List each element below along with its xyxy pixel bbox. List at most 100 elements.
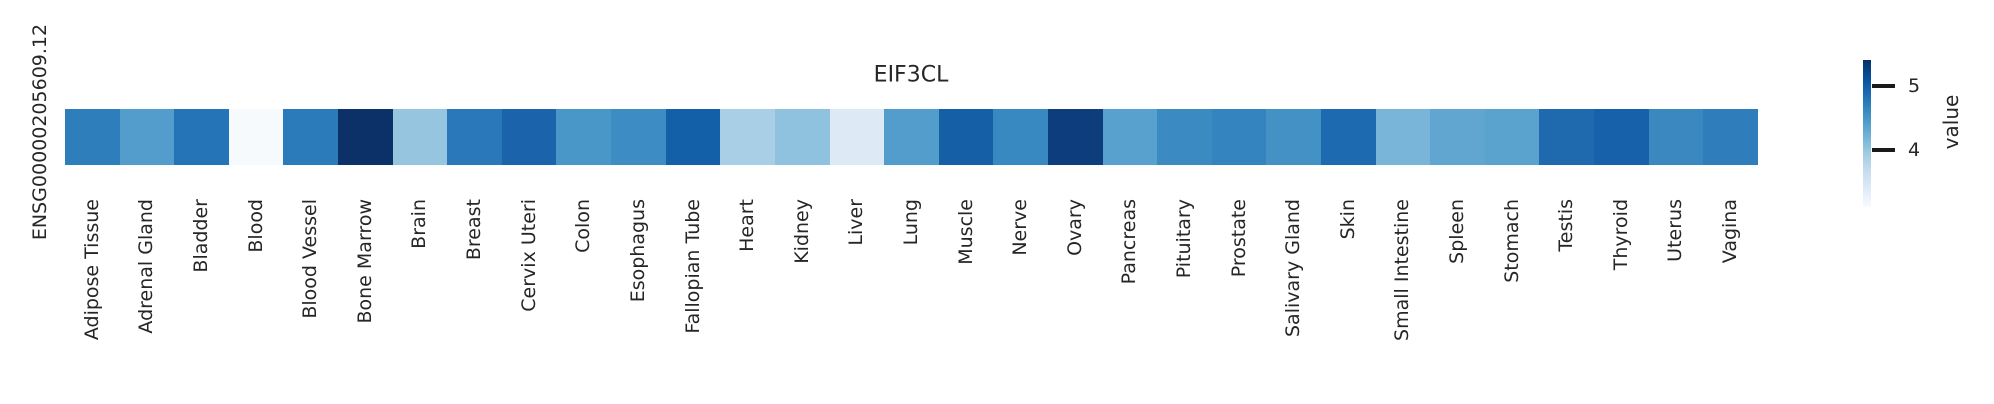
heatmap-cell-stomach <box>1484 109 1540 165</box>
chart-title: EIF3CL <box>873 62 949 88</box>
heatmap-cell-cervix-uteri <box>501 109 557 165</box>
heatmap-cell-bone-marrow <box>338 109 393 165</box>
heatmap-cell-uterus <box>1648 109 1704 165</box>
heatmap-cell-pituitary <box>1157 109 1212 165</box>
x-tick-slot: Adrenal Gland <box>120 199 175 404</box>
heatmap-cell-adipose-tissue <box>65 109 120 165</box>
x-tick-slot: Adipose Tissue <box>65 199 120 404</box>
x-tick-label: Small Intestine <box>1391 199 1414 341</box>
x-tick-slot: Vagina <box>1703 199 1758 404</box>
x-tick-slot: Pituitary <box>1157 199 1212 404</box>
x-tick-slot: Nerve <box>993 199 1048 404</box>
x-tick-label: Bladder <box>190 199 213 273</box>
x-tick-label: Muscle <box>954 199 977 265</box>
heatmap-cell-adrenal-gland <box>119 109 175 165</box>
x-tick-label: Pituitary <box>1172 199 1195 279</box>
x-tick-slot: Lung <box>884 199 939 404</box>
heatmap-cell-liver <box>829 109 885 165</box>
x-tick-slot: Muscle <box>939 199 994 404</box>
colorbar-tick-label-5: 5 <box>1908 75 1921 97</box>
heatmap-cell-lung <box>884 109 939 165</box>
x-tick-slot: Spleen <box>1430 199 1485 404</box>
colorbar: 5 4 value <box>1863 60 1993 220</box>
heatmap-cell-heart <box>720 109 775 165</box>
x-tick-label: Blood <box>244 199 267 253</box>
x-tick-slot: Blood Vessel <box>283 199 338 404</box>
x-tick-slot: Colon <box>556 199 611 404</box>
x-tick-label: Ovary <box>1063 199 1086 256</box>
heatmap-cell-colon <box>556 109 612 165</box>
heatmap-cell-salivary-gland <box>1266 109 1322 165</box>
x-tick-slot: Pancreas <box>1103 199 1158 404</box>
x-tick-slot: Brain <box>393 199 448 404</box>
x-tick-label: Cervix Uteri <box>517 199 540 312</box>
x-tick-slot: Breast <box>447 199 502 404</box>
x-tick-label: Breast <box>463 199 486 261</box>
x-tick-label: Kidney <box>790 199 813 264</box>
x-tick-slot: Prostate <box>1212 199 1267 404</box>
heatmap-cell-bladder <box>174 109 229 165</box>
heatmap-cell-breast <box>447 109 502 165</box>
x-tick-slot: Kidney <box>775 199 830 404</box>
x-tick-label: Fallopian Tube <box>681 199 704 334</box>
x-tick-label: Uterus <box>1664 199 1687 262</box>
heatmap-cell-fallopian-tube <box>665 109 721 165</box>
x-tick-label: Stomach <box>1500 199 1523 283</box>
x-tick-label: Colon <box>572 199 595 253</box>
x-tick-slot: Cervix Uteri <box>502 199 557 404</box>
heatmap-cell-vagina <box>1703 109 1758 165</box>
x-tick-slot: Thyroid <box>1594 199 1649 404</box>
heatmap-cell-spleen <box>1430 109 1485 165</box>
colorbar-gradient <box>1863 60 1871 207</box>
colorbar-tick-mark-4 <box>1872 148 1895 152</box>
x-tick-slot: Heart <box>720 199 775 404</box>
x-tick-label: Pancreas <box>1118 199 1141 285</box>
x-tick-label: Heart <box>736 199 759 252</box>
x-axis-tick-labels: Adipose Tissue Adrenal Gland Bladder Blood B… <box>65 199 1758 404</box>
x-tick-label: Testis <box>1555 199 1578 252</box>
x-tick-label: Thyroid <box>1609 199 1632 271</box>
x-tick-label: Lung <box>899 199 922 246</box>
colorbar-axis-label: value <box>1939 94 1963 150</box>
x-tick-label: Liver <box>845 199 868 246</box>
x-tick-slot: Ovary <box>1048 199 1103 404</box>
heatmap-cell-blood <box>228 109 284 165</box>
heatmap-cell-nerve <box>993 109 1048 165</box>
x-tick-label: Skin <box>1336 199 1359 240</box>
gene-id-axis-label: ENSG00000205609.12 <box>29 23 51 241</box>
heatmap-cell-blood-vessel <box>283 109 339 165</box>
heatmap-cell-kidney <box>774 109 830 165</box>
x-tick-slot: Bladder <box>174 199 229 404</box>
x-tick-label: Vagina <box>1719 199 1742 264</box>
x-tick-label: Esophagus <box>626 199 649 303</box>
heatmap-cell-small-intestine <box>1375 109 1431 165</box>
x-tick-slot: Testis <box>1539 199 1594 404</box>
colorbar-tick-label-4: 4 <box>1908 139 1921 161</box>
x-tick-label: Bone Marrow <box>353 199 376 324</box>
heatmap-cell-esophagus <box>611 109 666 165</box>
heatmap-cell-pancreas <box>1102 109 1158 165</box>
x-tick-slot: Liver <box>830 199 885 404</box>
x-tick-slot: Salivary Gland <box>1266 199 1321 404</box>
heatmap-cell-testis <box>1539 109 1595 165</box>
x-tick-slot: Small Intestine <box>1376 199 1431 404</box>
x-tick-slot: Bone Marrow <box>338 199 393 404</box>
x-tick-label: Brain <box>408 199 431 249</box>
x-tick-slot: Skin <box>1321 199 1376 404</box>
x-tick-label: Adipose Tissue <box>80 199 103 341</box>
x-tick-label: Spleen <box>1446 199 1469 264</box>
heatmap-cell-brain <box>392 109 448 165</box>
heatmap-cell-ovary <box>1047 109 1103 165</box>
x-tick-slot: Uterus <box>1649 199 1704 404</box>
x-tick-label: Blood Vessel <box>299 199 322 319</box>
x-tick-label: Adrenal Gland <box>135 199 158 334</box>
x-tick-slot: Stomach <box>1485 199 1540 404</box>
x-tick-slot: Fallopian Tube <box>666 199 721 404</box>
x-tick-label: Salivary Gland <box>1282 199 1305 337</box>
colorbar-tick-mark-5 <box>1872 84 1895 88</box>
x-tick-slot: Esophagus <box>611 199 666 404</box>
heatmap-cell-skin <box>1321 109 1376 165</box>
heatmap-cell-prostate <box>1211 109 1267 165</box>
x-tick-label: Nerve <box>1009 199 1032 256</box>
